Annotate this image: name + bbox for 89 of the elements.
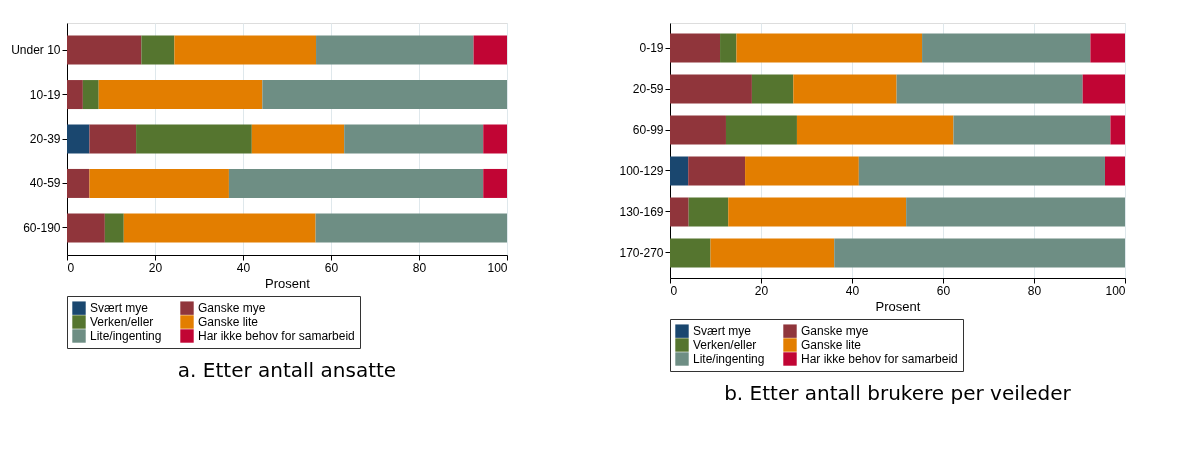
y-tick-label: 10-19: [29, 87, 61, 102]
bar: [1082, 74, 1125, 104]
x-tick-label: 100: [1105, 283, 1126, 298]
bar: [670, 156, 689, 186]
legend-label: Ganske mye: [198, 301, 266, 316]
y-tick-label: Under 10: [11, 43, 61, 58]
x-tick-label: 80: [1027, 283, 1042, 298]
bar: [104, 213, 124, 243]
bar: [67, 80, 83, 110]
bar: [796, 115, 954, 145]
legend-label: Ganske mye: [801, 324, 869, 339]
bar: [174, 35, 317, 65]
bar: [315, 213, 507, 243]
bar: [1090, 33, 1125, 63]
x-axis-title: Prosent: [875, 298, 921, 314]
bar: [67, 35, 142, 65]
bar: [736, 33, 923, 63]
text: b. Etter antall brukere per veileder: [724, 380, 1072, 405]
bar: [89, 168, 229, 198]
bar: [67, 168, 90, 198]
x-tick-label: 40: [236, 260, 251, 275]
y-tick-label: 60-99: [632, 123, 664, 137]
legend-label: Svært mye: [90, 301, 149, 316]
bar: [858, 156, 1105, 186]
bar: [728, 197, 907, 227]
x-tick-label: 20: [148, 260, 163, 275]
legend-label: Ganske lite: [198, 315, 259, 329]
bar: [670, 115, 726, 145]
bar: [1110, 115, 1125, 145]
bar: [1104, 156, 1125, 186]
x-tick-label: 100: [487, 260, 508, 275]
bar: [670, 238, 711, 268]
bar: [922, 33, 1091, 63]
bar: [262, 80, 507, 110]
legend-label: Har ikke behov for samarbeid: [198, 329, 355, 343]
bar: [793, 74, 897, 104]
x-tick-label: 40: [845, 283, 860, 298]
legend-label: Lite/ingenting: [90, 329, 162, 343]
x-tick-label: 0: [670, 283, 678, 298]
bar: [953, 115, 1111, 145]
legend-label: Verken/eller: [693, 338, 757, 352]
bar: [483, 124, 507, 154]
bar: [344, 124, 484, 154]
x-tick-label: 80: [412, 260, 427, 275]
legend-label: Verken/eller: [90, 315, 154, 329]
bar: [906, 197, 1125, 227]
y-tick-label: 60-190: [23, 220, 61, 235]
x-tick-label: 0: [67, 260, 75, 275]
bar: [670, 33, 721, 63]
legend-label: Ganske lite: [801, 338, 862, 352]
bar: [483, 168, 507, 198]
x-tick-label: 60: [936, 283, 951, 298]
bar: [473, 35, 507, 65]
legend-label: Lite/ingenting: [693, 352, 765, 366]
bar: [67, 124, 90, 154]
legend-label: Har ikke behov for samarbeid: [801, 352, 958, 366]
bar: [670, 74, 752, 104]
bar: [82, 80, 99, 110]
bar: [896, 74, 1083, 104]
bar: [670, 197, 689, 227]
bar: [228, 168, 484, 198]
y-tick-label: 170-270: [619, 245, 664, 260]
x-tick-label: 60: [324, 260, 339, 275]
bar: [136, 124, 252, 154]
bar: [89, 124, 137, 154]
bar: [751, 74, 794, 104]
bar: [98, 80, 263, 110]
text: a. Etter antall ansatte: [177, 357, 397, 382]
bar: [720, 33, 737, 63]
bar: [688, 156, 746, 186]
bar: [251, 124, 345, 154]
bar: [745, 156, 859, 186]
bar: [141, 35, 175, 65]
bar: [710, 238, 835, 268]
y-tick-label: 20-39: [29, 132, 61, 146]
bar: [834, 238, 1125, 268]
legend-label: Svært mye: [693, 324, 752, 339]
y-tick-label: 20-59: [632, 82, 664, 96]
bar: [725, 115, 797, 145]
bar: [316, 35, 474, 65]
bar: [688, 197, 729, 227]
y-tick-label: 130-169: [619, 205, 664, 219]
y-tick-label: 40-59: [29, 176, 61, 191]
x-axis-title: Prosent: [265, 275, 311, 291]
y-tick-label: 100-129: [619, 164, 664, 178]
bar: [67, 213, 105, 243]
x-tick-label: 20: [754, 283, 769, 298]
y-tick-label: 0-19: [639, 41, 664, 56]
bar: [123, 213, 316, 243]
